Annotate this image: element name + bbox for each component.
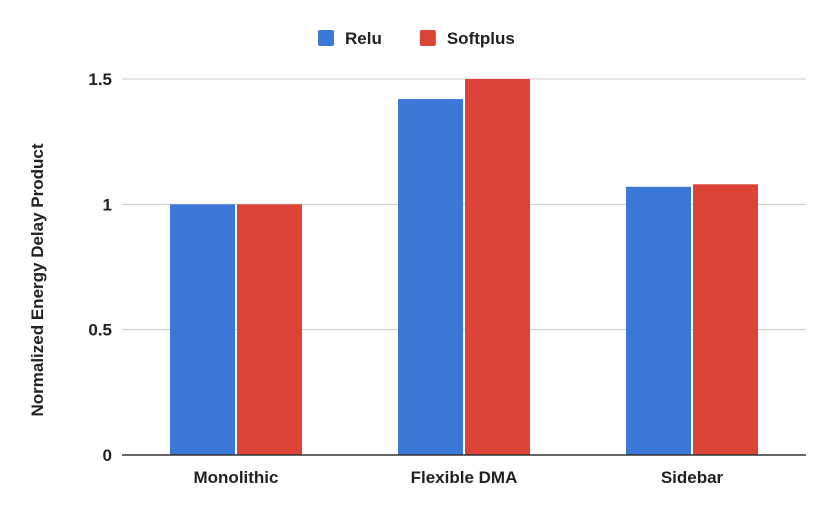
x-category-label: Sidebar: [661, 468, 724, 487]
legend-swatch-softplus: [419, 30, 436, 46]
bar-relu-flexible-dma: [398, 99, 463, 455]
y-axis-title: Normalized Energy Delay Product: [28, 143, 47, 416]
x-category-label: Flexible DMA: [411, 468, 518, 487]
bar-softplus-monolithic: [237, 204, 302, 455]
gridlines: [122, 78, 806, 331]
y-tick-label: 0.5: [88, 321, 112, 340]
y-tick-label: 0: [103, 446, 112, 465]
bar-softplus-sidebar: [693, 184, 758, 455]
legend-swatch-relu: [318, 30, 334, 46]
y-tick-label: 1.5: [88, 70, 112, 89]
axes: 0 0.5 1 1.5 Monolithic Flexible DMA Sidebar: [88, 70, 806, 487]
bar-relu-sidebar: [626, 186, 691, 455]
x-category-label: Monolithic: [194, 468, 279, 487]
legend-label-relu: Relu: [345, 29, 382, 48]
legend: Relu Softplus: [318, 29, 515, 48]
bar-softplus-flexible-dma: [465, 79, 530, 455]
y-tick-label: 1: [103, 195, 112, 214]
bars: [170, 79, 758, 455]
legend-label-softplus: Softplus: [447, 29, 515, 48]
bar-relu-monolithic: [170, 204, 235, 455]
